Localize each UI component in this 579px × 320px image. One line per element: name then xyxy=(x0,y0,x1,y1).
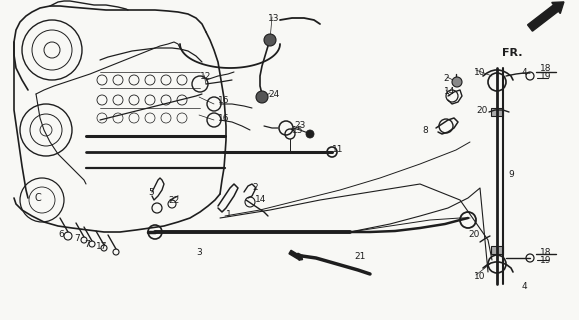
FancyArrow shape xyxy=(289,250,303,260)
Text: 6: 6 xyxy=(58,230,64,239)
Text: 15: 15 xyxy=(292,126,303,135)
Text: 16: 16 xyxy=(218,96,229,105)
Text: 24: 24 xyxy=(268,90,279,99)
Text: 22: 22 xyxy=(168,196,179,205)
Text: 8: 8 xyxy=(422,126,428,135)
Text: 14: 14 xyxy=(444,87,455,96)
Circle shape xyxy=(306,130,314,138)
Text: 5: 5 xyxy=(148,188,154,197)
Text: 4: 4 xyxy=(522,282,527,291)
Text: 7: 7 xyxy=(84,240,90,249)
Text: 20: 20 xyxy=(476,106,488,115)
Text: 9: 9 xyxy=(508,170,514,179)
Text: 19: 19 xyxy=(540,72,552,81)
Text: 7: 7 xyxy=(74,234,80,243)
Text: 2: 2 xyxy=(252,183,258,192)
Circle shape xyxy=(452,77,462,87)
Circle shape xyxy=(256,91,268,103)
Text: 2: 2 xyxy=(443,74,449,83)
Text: 20: 20 xyxy=(468,230,479,239)
Text: 16: 16 xyxy=(218,114,229,123)
Text: FR.: FR. xyxy=(502,48,522,58)
FancyArrow shape xyxy=(527,2,564,31)
Text: 13: 13 xyxy=(268,14,280,23)
Circle shape xyxy=(264,34,276,46)
Text: 17: 17 xyxy=(96,242,108,251)
Text: 10: 10 xyxy=(474,272,486,281)
Text: 11: 11 xyxy=(332,145,343,154)
Text: 18: 18 xyxy=(540,248,552,257)
Text: 3: 3 xyxy=(196,248,201,257)
Text: 19: 19 xyxy=(540,256,552,265)
Text: 21: 21 xyxy=(354,252,365,261)
Bar xyxy=(491,246,503,254)
Text: 18: 18 xyxy=(540,64,552,73)
Text: 1: 1 xyxy=(226,210,232,219)
Text: 14: 14 xyxy=(255,195,266,204)
Text: 4: 4 xyxy=(522,68,527,77)
Text: C: C xyxy=(35,193,41,203)
Bar xyxy=(491,108,503,116)
Text: 23: 23 xyxy=(294,121,305,130)
Text: 12: 12 xyxy=(200,72,211,81)
Text: 10: 10 xyxy=(474,68,486,77)
